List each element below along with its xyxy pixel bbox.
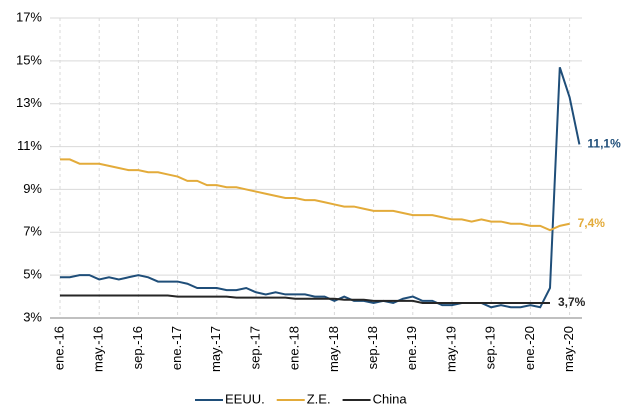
y-tick-label: 7%: [23, 224, 42, 239]
x-tick-label: ene.-16: [51, 326, 66, 370]
x-tick-label: ene.-17: [169, 326, 184, 370]
x-tick-label: may.-20: [561, 326, 576, 372]
series-line: [60, 66, 581, 309]
y-tick-label: 5%: [23, 267, 42, 282]
end-label: 11,1%: [587, 137, 621, 151]
x-tick-label: ene.-19: [404, 326, 419, 370]
legend-label: China: [373, 391, 408, 406]
x-tick-label: ene.-20: [522, 326, 537, 370]
x-tick-label: sep.-19: [483, 326, 498, 369]
y-tick-label: 11%: [17, 138, 42, 153]
x-tick-label: may.-18: [326, 326, 341, 372]
y-tick-label: 17%: [16, 9, 42, 24]
x-tick-label: sep.-16: [130, 326, 145, 369]
x-tick-label: may.-19: [443, 326, 458, 372]
end-label: 7,4%: [578, 216, 606, 230]
x-tick-label: sep.-17: [247, 326, 262, 369]
series-line: [60, 158, 570, 232]
x-tick-label: sep.-18: [365, 326, 380, 369]
legend-label: Z.E.: [307, 391, 331, 406]
y-tick-label: 9%: [23, 181, 42, 196]
x-tick-label: may.-16: [91, 326, 106, 372]
series-line: [60, 294, 550, 304]
legend-label: EEUU.: [225, 391, 265, 406]
y-tick-label: 3%: [23, 309, 42, 324]
y-tick-label: 15%: [16, 52, 42, 67]
end-label: 3,7%: [558, 295, 586, 309]
x-tick-label: may.-17: [208, 326, 223, 372]
x-tick-label: ene.-18: [287, 326, 302, 370]
y-tick-label: 13%: [16, 95, 42, 110]
